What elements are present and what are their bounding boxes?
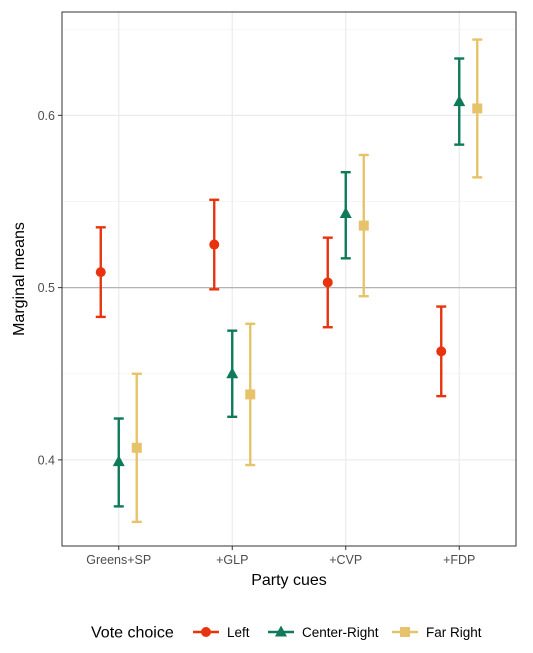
legend-key-marker-far-right bbox=[400, 627, 410, 637]
y-tick-label: 0.5 bbox=[38, 281, 55, 295]
point-left bbox=[322, 277, 333, 288]
x-tick-label: +FDP bbox=[443, 553, 475, 567]
x-tick-label: +GLP bbox=[216, 553, 248, 567]
point-far-right bbox=[472, 103, 483, 114]
axis-layer: 0.4 0.5 0.6 Greens+SP +GLP +CVP +FDP bbox=[38, 109, 476, 567]
legend: Vote choice Left Center-Right Far Right bbox=[91, 625, 482, 642]
legend-key-marker-center-right bbox=[275, 625, 287, 637]
legend-label-left: Left bbox=[227, 625, 250, 640]
point-far-right bbox=[131, 442, 142, 453]
point-far-right bbox=[245, 389, 256, 400]
grid-layer bbox=[62, 12, 516, 547]
series-layer bbox=[95, 38, 483, 524]
panel-border bbox=[61, 11, 517, 547]
point-center-right bbox=[226, 367, 239, 379]
point-center-right bbox=[112, 455, 125, 467]
legend-title: Vote choice bbox=[91, 625, 174, 642]
legend-label-far-right: Far Right bbox=[426, 625, 482, 640]
point-center-right bbox=[453, 95, 466, 107]
y-axis-title: Marginal means bbox=[11, 222, 28, 336]
legend-label-center-right: Center-Right bbox=[302, 625, 379, 640]
point-far-right bbox=[358, 220, 369, 231]
point-left bbox=[209, 239, 220, 250]
x-tick-label: +CVP bbox=[329, 553, 362, 567]
x-tick-label: Greens+SP bbox=[86, 553, 151, 567]
y-tick-label: 0.4 bbox=[38, 453, 55, 467]
x-axis-title: Party cues bbox=[251, 572, 327, 589]
point-left bbox=[436, 346, 447, 357]
point-left bbox=[95, 267, 106, 278]
legend-key-marker-left bbox=[201, 627, 211, 637]
y-tick-label: 0.6 bbox=[38, 109, 55, 123]
point-center-right bbox=[339, 207, 352, 219]
